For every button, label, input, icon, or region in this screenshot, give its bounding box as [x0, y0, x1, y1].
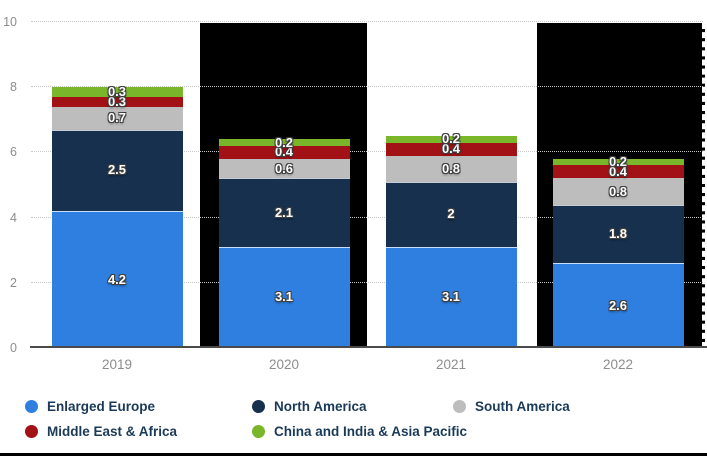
value-label-enlarged-europe-2021: 3.1: [441, 289, 461, 305]
segment-enlarged-europe-2019[interactable]: [51, 211, 183, 348]
segment-north-america-2021[interactable]: [385, 181, 517, 247]
segment-china-and-india-asia-pacific-2021[interactable]: [385, 136, 517, 143]
legend-item-china-and-india-asia-pacific[interactable]: China and India & Asia Pacific: [252, 424, 467, 439]
value-label-enlarged-europe-2020: 3.1: [274, 289, 294, 305]
x-axis-tick-label-2019: 2019: [101, 357, 133, 372]
legend-label: South America: [475, 399, 570, 414]
segment-north-america-2019[interactable]: [51, 129, 183, 212]
segment-enlarged-europe-2022[interactable]: [552, 263, 684, 348]
segment-north-america-2020[interactable]: [218, 178, 350, 247]
value-label-middle-east-africa-2020: 0.4: [274, 144, 294, 160]
value-label-south-america-2020: 0.6: [274, 160, 294, 176]
value-label-middle-east-africa-2021: 0.4: [441, 141, 461, 157]
legend-label: Enlarged Europe: [47, 399, 156, 414]
value-label-south-america-2019: 0.7: [107, 110, 127, 126]
legend-dot-icon: [252, 425, 265, 438]
value-label-middle-east-africa-2022: 0.4: [608, 163, 628, 179]
segment-china-and-india-asia-pacific-2022[interactable]: [552, 158, 684, 166]
value-label-enlarged-europe-2022: 2.6: [608, 297, 628, 313]
value-label-south-america-2022: 0.8: [608, 183, 628, 199]
legend-dot-icon: [252, 400, 265, 413]
segment-enlarged-europe-2020[interactable]: [218, 246, 350, 348]
y-axis-tick-label: 10: [3, 15, 17, 29]
x-axis-tick-label-2022: 2022: [602, 357, 634, 372]
legend-label: Middle East & Africa: [47, 424, 178, 439]
segment-south-america-2021[interactable]: [385, 155, 517, 182]
legend: Enlarged Europe North America South Americ…: [0, 390, 707, 450]
y-axis-tick-label: 6: [10, 145, 17, 160]
value-label-north-america-2022: 1.8: [608, 225, 628, 241]
y-axis-tick-label: 8: [10, 80, 17, 95]
segment-middle-east-africa-2022[interactable]: [552, 165, 684, 179]
segment-enlarged-europe-2021[interactable]: [385, 246, 517, 348]
legend-dot-icon: [453, 400, 466, 413]
plot-area: 0 2 4 6 8 10 4.2 2.5 0.7 0.3 0.3 2019 3.1 2.1 0.6 0.4 0.…: [3, 0, 707, 372]
gridline-y-2: [31, 281, 703, 283]
value-label-middle-east-africa-2019: 0.3: [107, 93, 127, 109]
value-label-enlarged-europe-2019: 4.2: [107, 271, 127, 287]
legend-dot-icon: [25, 400, 38, 413]
gridline-y-8: [31, 86, 703, 88]
value-label-south-america-2021: 0.8: [441, 160, 461, 176]
legend-dot-icon: [25, 425, 38, 438]
x-axis-line: [30, 346, 707, 348]
bar-2021[interactable]: 3.1 2 0.8 0.4 0.2: [385, 0, 517, 348]
y-axis-tick-label: 0: [10, 341, 17, 355]
legend-item-middle-east-africa[interactable]: Middle East & Africa: [25, 424, 177, 439]
bar-2020[interactable]: 3.1 2.1 0.6 0.4 0.2: [218, 0, 350, 348]
value-label-north-america-2019: 2.5: [107, 162, 127, 178]
gridline-y-10: [31, 21, 703, 22]
x-axis-tick-label-2020: 2020: [268, 357, 300, 372]
legend-label: China and India & Asia Pacific: [274, 424, 468, 439]
segment-south-america-2020[interactable]: [218, 158, 350, 179]
segment-china-and-india-asia-pacific-2019[interactable]: [51, 87, 183, 97]
value-label-china-and-india-asia-pacific-2020: 0.2: [274, 134, 294, 150]
segment-china-and-india-asia-pacific-2020[interactable]: [218, 139, 350, 146]
value-label-north-america-2021: 2: [447, 206, 455, 222]
y-axis-tick-label: 4: [10, 210, 17, 225]
value-label-china-and-india-asia-pacific-2021: 0.2: [441, 131, 461, 147]
legend-label: North America: [274, 399, 367, 414]
legend-item-south-america[interactable]: South America: [453, 399, 570, 414]
segment-middle-east-africa-2021[interactable]: [385, 142, 517, 156]
segment-middle-east-africa-2019[interactable]: [51, 96, 183, 107]
gridline-y-4: [31, 216, 703, 218]
legend-item-enlarged-europe[interactable]: Enlarged Europe: [25, 399, 155, 414]
bar-2019[interactable]: 4.2 2.5 0.7 0.3 0.3: [51, 0, 183, 348]
x-axis-tick-label-2021: 2021: [435, 357, 467, 372]
segment-north-america-2022[interactable]: [552, 204, 684, 264]
legend-item-north-america[interactable]: North America: [252, 399, 367, 414]
value-label-china-and-india-asia-pacific-2022: 0.2: [608, 154, 628, 170]
bar-2022[interactable]: 2.6 1.8 0.8 0.4 0.2: [552, 0, 684, 348]
segment-south-america-2022[interactable]: [552, 178, 684, 205]
segment-middle-east-africa-2020[interactable]: [218, 145, 350, 159]
value-label-china-and-india-asia-pacific-2019: 0.3: [107, 84, 127, 100]
y-axis-tick-label: 2: [10, 275, 17, 290]
gridline-y-6: [31, 151, 703, 153]
bottom-border-line: [0, 453, 707, 456]
segment-south-america-2019[interactable]: [51, 106, 183, 130]
value-label-north-america-2020: 2.1: [274, 204, 294, 220]
